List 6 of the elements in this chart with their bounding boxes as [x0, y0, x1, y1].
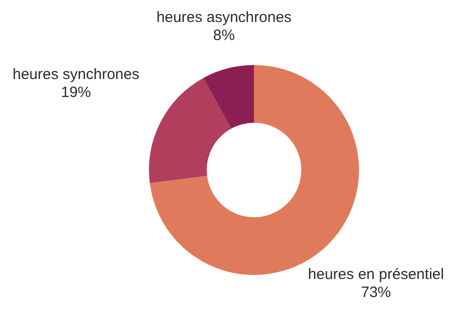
data-label: 19%: [60, 84, 92, 102]
data-label: 73%: [360, 284, 392, 302]
slice-label: heures synchrones: [12, 66, 140, 84]
slice-label: heures en présentiel: [308, 266, 444, 284]
data-label: 8%: [213, 27, 235, 44]
slice-label: heures asynchrones: [156, 9, 292, 26]
